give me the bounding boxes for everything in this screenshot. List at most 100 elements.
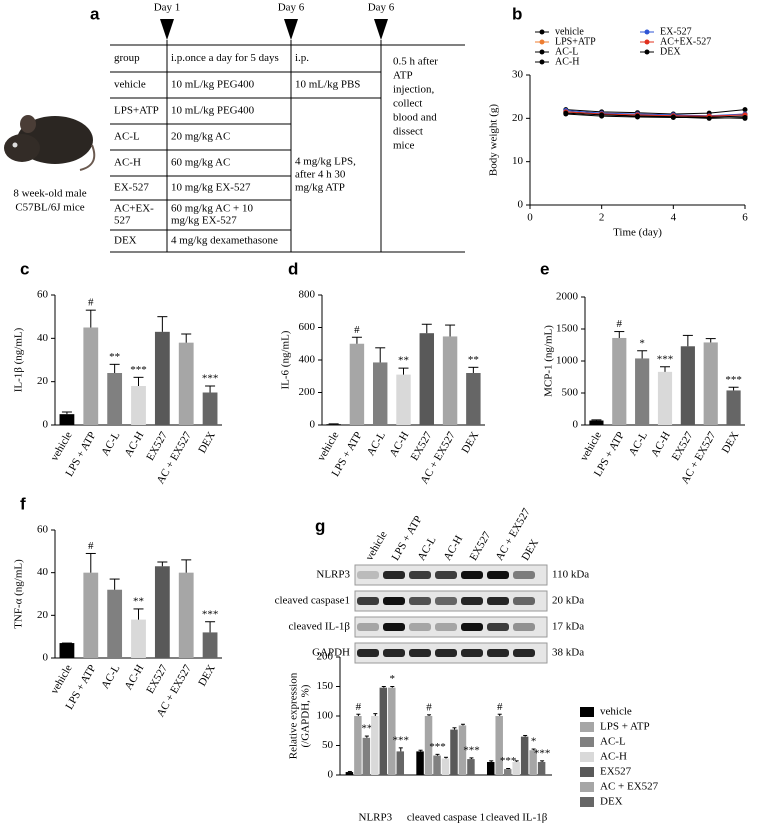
- legend-label: AC-L: [600, 736, 626, 748]
- bar: [131, 386, 146, 425]
- lane-label: AC-L: [415, 534, 438, 562]
- y-tick-label: 500: [562, 387, 579, 399]
- protein-label: GAPDH: [312, 647, 350, 659]
- blot-band: [487, 623, 509, 631]
- bar: [345, 772, 354, 775]
- legend-label: AC + EX527: [600, 781, 659, 793]
- x-tick-label: cleaved IL-1β: [486, 812, 548, 824]
- point: [635, 113, 640, 119]
- table-cell: collect: [393, 98, 422, 110]
- lane-label: DEX: [519, 537, 541, 563]
- mouse-tail: [79, 144, 96, 171]
- table-cell: injection,: [393, 84, 434, 96]
- size-label: 20 kDa: [552, 595, 584, 607]
- panel-letter: g: [315, 516, 325, 535]
- table-cell: 527: [114, 215, 131, 227]
- bar: [635, 358, 650, 425]
- y-tick-label: 1500: [556, 323, 579, 335]
- legend-swatch: [580, 767, 594, 777]
- panel-letter: e: [540, 259, 549, 278]
- bar: [467, 759, 475, 775]
- significance-label: #: [617, 318, 623, 330]
- significance-label: #: [356, 701, 362, 713]
- bar: [362, 737, 371, 775]
- x-tick-label: DEX: [720, 430, 742, 456]
- bar: [154, 331, 170, 425]
- significance-label: #: [88, 540, 94, 552]
- significance-label: **: [468, 354, 479, 366]
- x-tick-label: NLRP3: [359, 812, 393, 824]
- timeline-label: Day 6: [278, 2, 305, 14]
- significance-label: #: [354, 324, 360, 336]
- table-cell: vehicle: [114, 79, 146, 91]
- lane-label: AC-H: [441, 533, 465, 562]
- blot-band: [435, 571, 457, 579]
- mouse-illustration: [4, 115, 96, 171]
- x-tick-label: 4: [671, 212, 677, 224]
- blot-band: [409, 649, 431, 657]
- blot-band: [435, 623, 457, 631]
- blot-band: [357, 649, 379, 657]
- x-tick-label: AC-H: [387, 430, 411, 459]
- table-cell: 10 mL/kg PEG400: [171, 79, 255, 91]
- point: [670, 114, 676, 120]
- significance-label: ***: [725, 374, 742, 386]
- bar: [512, 762, 520, 775]
- y-tick-label: 600: [299, 321, 316, 333]
- mouse-head: [4, 134, 40, 162]
- y-tick-label: 200: [317, 651, 334, 663]
- bar: [495, 716, 503, 775]
- legend-label: LPS + ATP: [600, 721, 650, 733]
- table-cell: 10 mg/kg EX-527: [171, 182, 251, 194]
- blot-band: [409, 571, 431, 579]
- y-tick-label: 30: [512, 69, 524, 81]
- bar: [83, 572, 99, 658]
- y-axis-label: MCP-1 (ng/mL): [543, 325, 555, 397]
- significance-label: **: [133, 595, 144, 607]
- legend-swatch: [580, 707, 594, 717]
- y-tick-label: 40: [37, 332, 49, 344]
- significance-label: **: [398, 355, 409, 367]
- y-tick-label: 0: [43, 419, 49, 431]
- bar: [433, 755, 441, 775]
- bar: [326, 424, 341, 425]
- table-cell: 0.5 h after: [393, 56, 438, 68]
- legend-swatch: [539, 49, 545, 55]
- bar: [486, 762, 495, 775]
- blot-band: [435, 597, 457, 605]
- y-axis-label: Relative expression: [288, 672, 300, 759]
- bar: [450, 729, 458, 775]
- significance-label: **: [361, 723, 372, 735]
- table-cell: 10 mL/kg PEG400: [171, 105, 255, 117]
- y-tick-label: 10: [512, 155, 524, 167]
- blot-band: [383, 571, 405, 579]
- significance-label: #: [88, 297, 94, 309]
- y-tick-label: 100: [317, 710, 334, 722]
- bar: [520, 736, 529, 775]
- legend-label: EX527: [600, 766, 632, 778]
- x-tick-label: AC-H: [649, 430, 673, 459]
- table-cell: 20 mg/kg AC: [171, 131, 230, 143]
- x-tick-label: 0: [527, 212, 533, 224]
- blot-band: [513, 649, 535, 657]
- blot-band: [513, 623, 535, 631]
- timeline-label: Day 1: [154, 2, 181, 14]
- legend-swatch: [580, 797, 594, 807]
- lane-label: vehicle: [363, 529, 389, 563]
- y-tick-label: 20: [37, 375, 49, 387]
- bar: [419, 333, 435, 425]
- blot-band: [487, 649, 509, 657]
- table-cell: EX-527: [114, 182, 149, 194]
- size-label: 110 kDa: [552, 569, 589, 581]
- bar: [416, 751, 424, 775]
- blot-band: [383, 597, 405, 605]
- blot-band: [409, 597, 431, 605]
- blot-band: [513, 597, 535, 605]
- blot-band: [357, 571, 379, 579]
- table-header: i.p.: [295, 52, 309, 64]
- timeline-arrow: [160, 19, 174, 40]
- mouse-caption: C57BL/6J mice: [15, 202, 84, 214]
- bar: [202, 392, 218, 425]
- blot-band: [461, 597, 483, 605]
- x-tick-label: DEX: [459, 430, 481, 456]
